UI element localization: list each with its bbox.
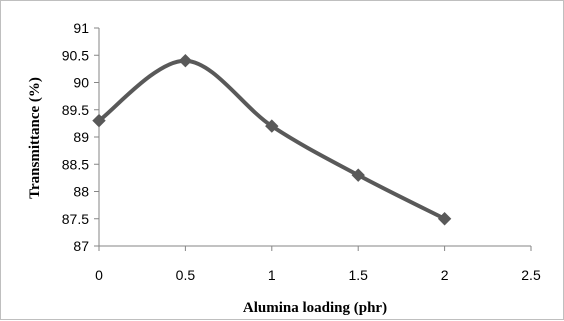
y-axis-title: Transmittance (%) xyxy=(27,77,43,199)
series-line xyxy=(97,58,447,221)
y-tick-label: 89 xyxy=(73,129,89,145)
y-tick-label: 91 xyxy=(73,20,89,36)
y-tick-label: 88.5 xyxy=(62,156,89,172)
y-tick-label: 90 xyxy=(73,75,89,91)
x-tick-label: 1 xyxy=(268,267,276,283)
y-tick-label: 87 xyxy=(73,238,89,254)
data-point-marker xyxy=(178,53,193,68)
data-point-marker xyxy=(265,119,279,133)
data-point-marker xyxy=(92,113,106,128)
x-tick-label: 2 xyxy=(441,267,449,283)
x-axis-title: Alumina loading (phr) xyxy=(243,300,387,316)
y-tick-label: 90.5 xyxy=(62,47,89,63)
y-tick-label: 89.5 xyxy=(62,102,89,118)
y-tick-label: 88 xyxy=(73,184,89,200)
x-tick-label: 0.5 xyxy=(176,267,196,283)
series-layer xyxy=(92,53,452,226)
data-point-marker xyxy=(351,168,365,182)
y-tick-label: 87.5 xyxy=(62,211,89,227)
data-point-marker xyxy=(437,212,452,226)
x-tick-label: 2.5 xyxy=(521,267,541,283)
x-tick-label: 0 xyxy=(95,267,103,283)
x-tick-label: 1.5 xyxy=(348,267,368,283)
axes xyxy=(94,27,532,251)
tick-labels: 87 87.5 88 88.5 89 89.5 90 90.5 91 0 0.5 1 1.5 2 2.5 xyxy=(62,20,541,283)
